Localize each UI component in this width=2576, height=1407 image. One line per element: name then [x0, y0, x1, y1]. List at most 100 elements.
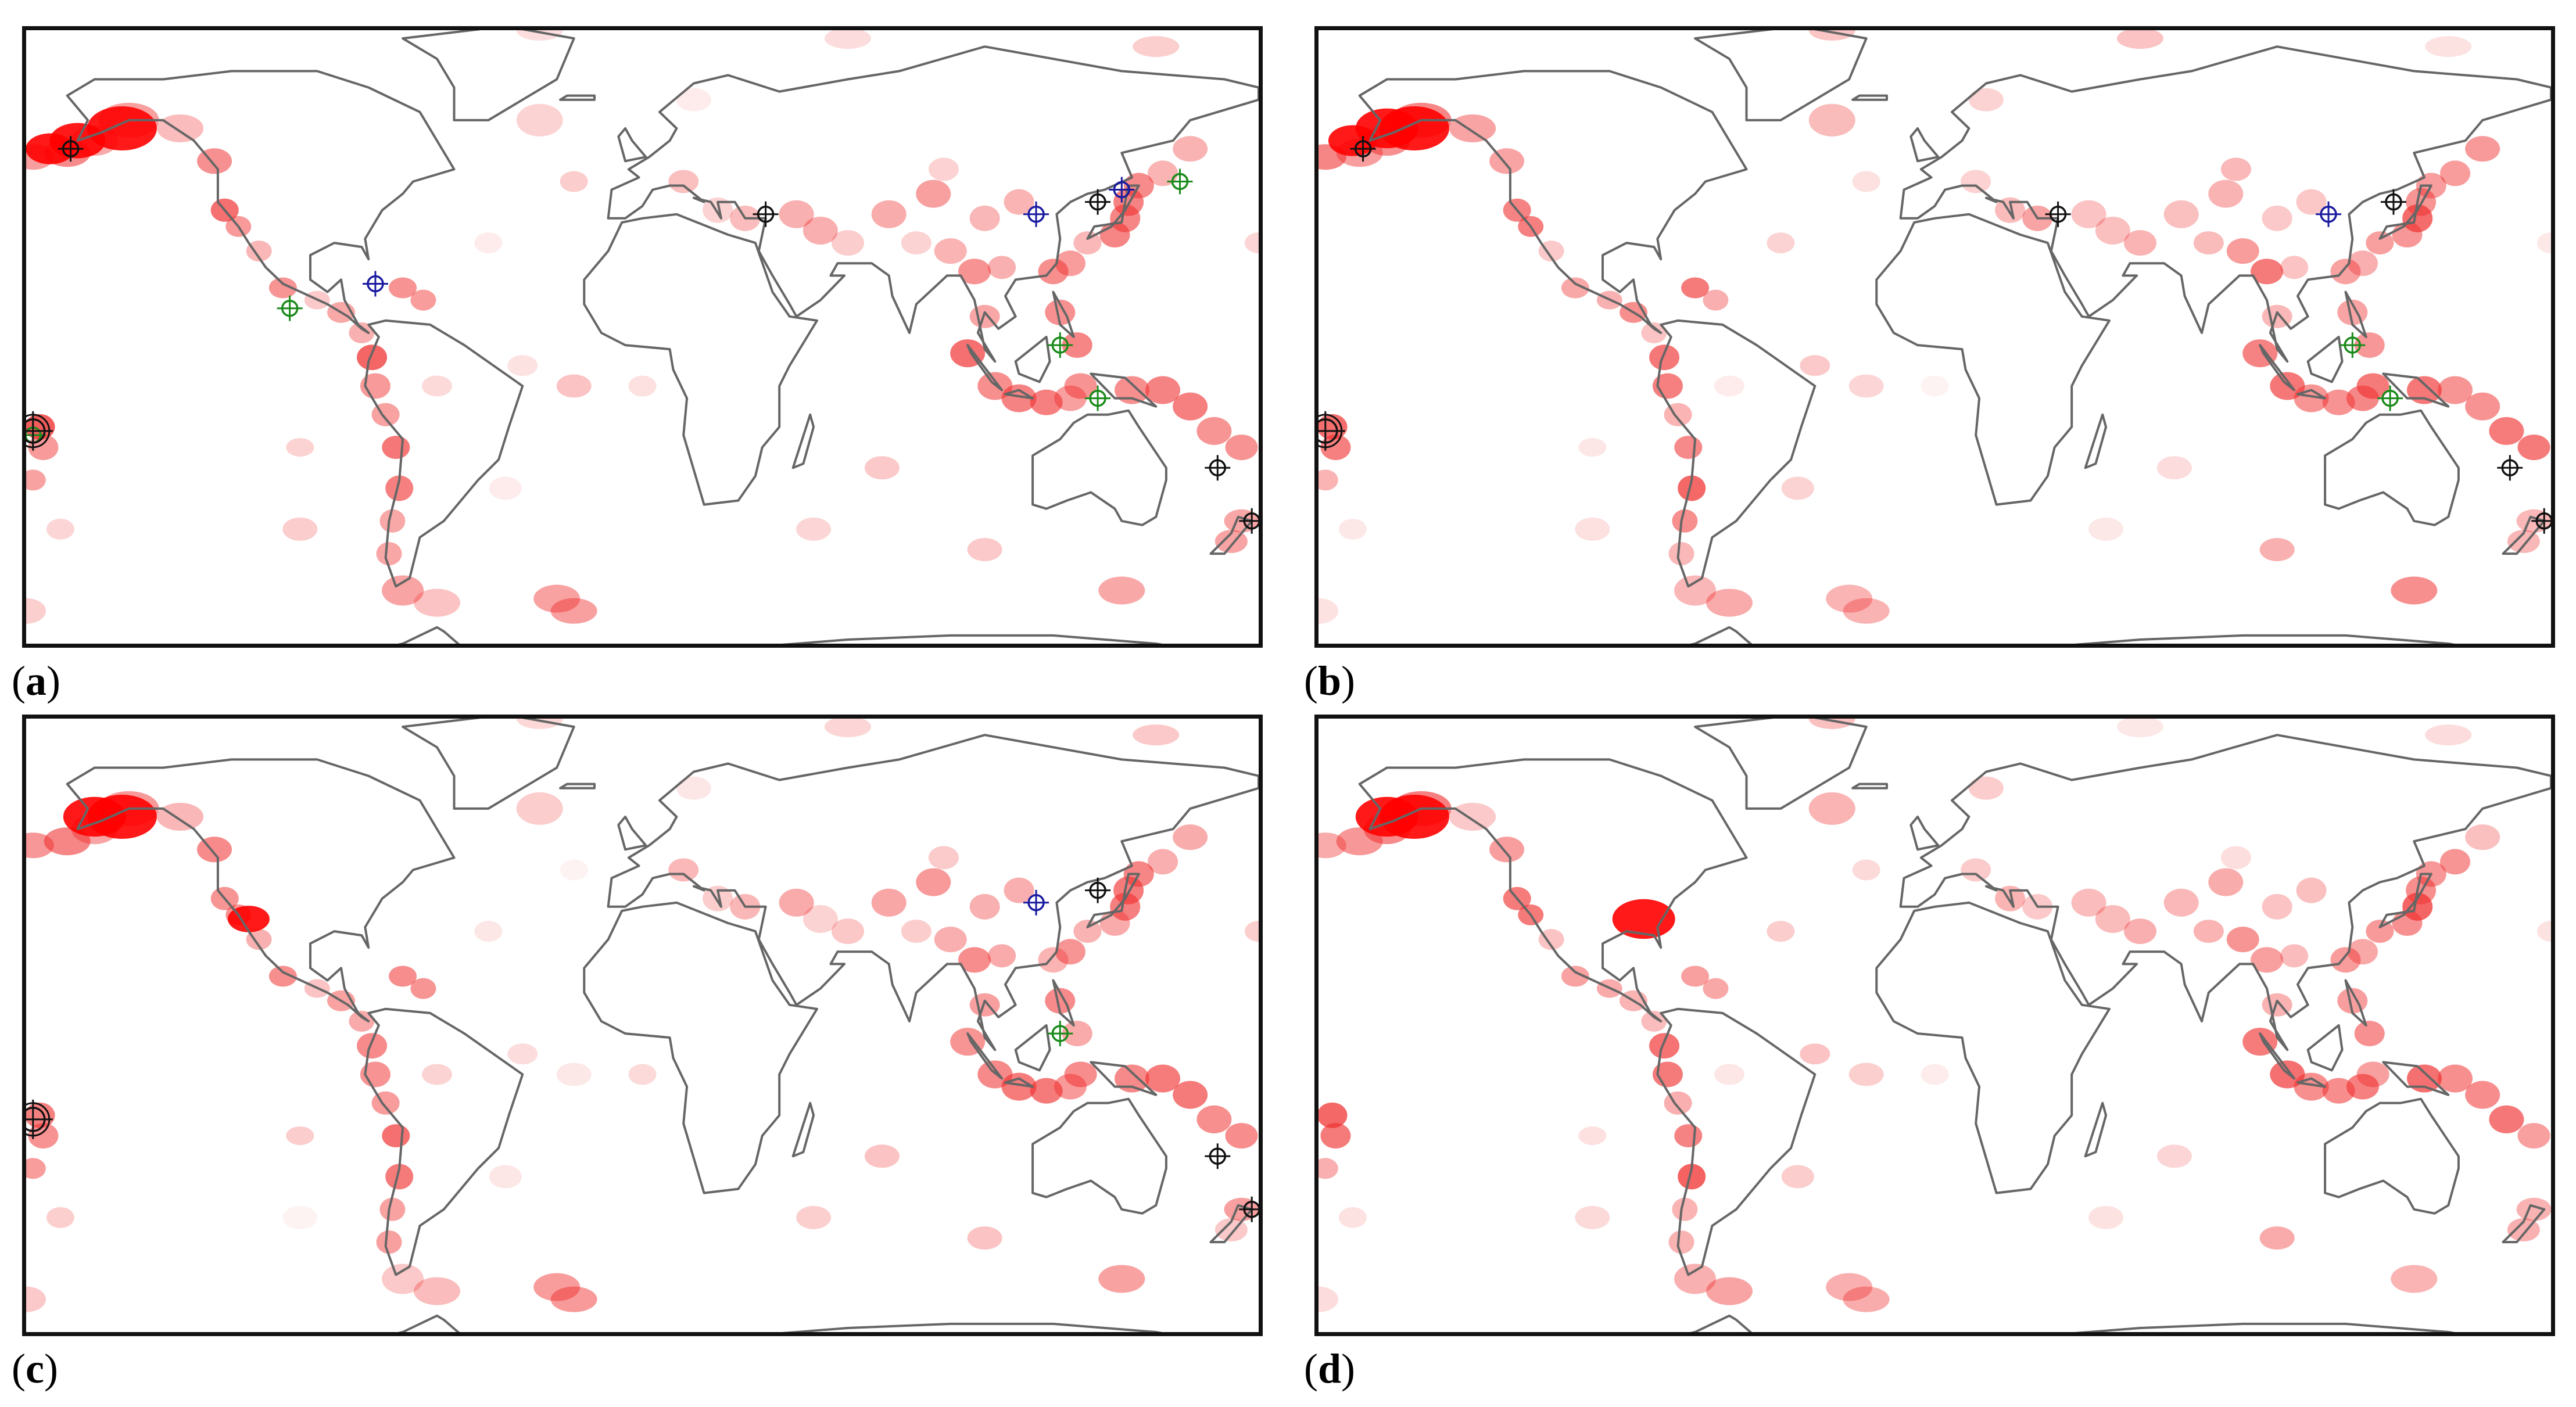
event-ellipse	[379, 509, 406, 533]
event-ellipse	[628, 375, 657, 397]
event-ellipse	[901, 920, 931, 943]
crosshair-marker	[1205, 455, 1231, 481]
event-ellipse	[371, 403, 400, 426]
panel-a	[22, 26, 1263, 648]
event-ellipse	[1038, 259, 1069, 285]
caption-a: (a)	[12, 658, 60, 704]
coastline	[1851, 94, 1888, 101]
event-ellipse	[376, 542, 402, 566]
map-svg	[26, 719, 1259, 1332]
event-ellipse	[1319, 1158, 1338, 1179]
event-ellipse	[2071, 888, 2106, 917]
event-ellipse	[2124, 230, 2156, 256]
event-ellipse	[28, 435, 59, 461]
crosshair-marker	[1047, 332, 1073, 358]
event-ellipse	[1767, 232, 1795, 254]
event-ellipse	[2425, 36, 2472, 58]
event-ellipse	[2294, 1072, 2329, 1101]
map-frame	[22, 26, 1263, 648]
coastline	[2259, 1032, 2296, 1080]
event-layer	[1319, 30, 2551, 624]
event-ellipse	[371, 1091, 400, 1115]
event-ellipse	[26, 1158, 46, 1179]
event-ellipse	[1995, 885, 2026, 911]
crosshair-marker	[2497, 455, 2523, 481]
event-ellipse	[1338, 518, 1367, 540]
map-frame	[1314, 26, 2555, 648]
event-ellipse	[1678, 475, 1706, 501]
map-svg	[1319, 30, 2551, 644]
event-ellipse	[1319, 1286, 1338, 1312]
coastline	[2382, 372, 2450, 408]
event-ellipse	[988, 256, 1016, 279]
coastline	[2324, 1097, 2460, 1215]
coastline	[607, 45, 1259, 363]
event-ellipse	[2516, 1197, 2551, 1221]
event-ellipse	[1641, 1010, 1667, 1032]
event-ellipse	[1004, 877, 1034, 903]
event-ellipse	[1664, 403, 1692, 426]
event-ellipse	[379, 1197, 406, 1221]
event-ellipse	[2262, 205, 2292, 231]
event-ellipse	[533, 1273, 581, 1301]
event-ellipse	[1681, 277, 1710, 299]
event-ellipse	[1173, 1081, 1208, 1109]
event-ellipse	[26, 469, 46, 491]
event-ellipse	[1148, 160, 1178, 186]
event-ellipse	[967, 538, 1002, 562]
event-ellipse	[2440, 160, 2471, 186]
event-ellipse	[382, 1124, 410, 1148]
event-ellipse	[2250, 259, 2283, 285]
crosshair-marker	[277, 295, 303, 321]
event-ellipse	[2356, 373, 2389, 399]
crosshair-marker	[58, 136, 84, 162]
event-ellipse	[1115, 376, 1150, 404]
marker-layer	[1319, 136, 2551, 534]
event-ellipse	[916, 180, 951, 208]
event-ellipse	[2407, 1064, 2442, 1093]
crosshair-marker	[1167, 168, 1193, 195]
event-ellipse	[516, 719, 563, 729]
coastline	[791, 413, 815, 469]
event-ellipse	[516, 792, 563, 825]
event-ellipse	[44, 827, 91, 856]
event-ellipse	[1852, 171, 1880, 192]
event-ellipse	[1055, 939, 1085, 965]
coastline	[1031, 409, 1167, 526]
event-ellipse	[1338, 1207, 1367, 1228]
coastline	[2378, 873, 2432, 928]
event-ellipse	[282, 1205, 318, 1229]
event-ellipse	[796, 517, 832, 541]
coastline	[1851, 783, 1888, 789]
event-ellipse	[2465, 1081, 2500, 1109]
event-ellipse	[1800, 355, 1830, 376]
map-frame	[22, 715, 1263, 1336]
event-ellipse	[1808, 103, 1855, 137]
event-ellipse	[1319, 469, 1338, 491]
event-ellipse	[382, 1264, 424, 1294]
event-ellipse	[2071, 200, 2106, 228]
event-ellipse	[916, 868, 951, 896]
event-ellipse	[1668, 542, 1694, 566]
event-ellipse	[1706, 1277, 1753, 1305]
event-ellipse	[1319, 598, 1338, 624]
event-ellipse	[382, 436, 410, 460]
coastline	[559, 94, 596, 101]
event-ellipse	[1961, 170, 1991, 193]
event-ellipse	[560, 171, 588, 192]
event-ellipse	[1038, 947, 1069, 973]
crosshair-marker	[2377, 385, 2403, 411]
event-ellipse	[1781, 476, 1814, 500]
event-ellipse	[1561, 965, 1589, 987]
caption-d: (d)	[1304, 1345, 1356, 1392]
event-ellipse	[1001, 384, 1037, 412]
event-ellipse	[1843, 1286, 1890, 1312]
event-ellipse	[1706, 588, 1753, 617]
event-ellipse	[2117, 30, 2163, 49]
coastline	[1086, 873, 1140, 928]
coastline	[1090, 1061, 1158, 1096]
event-ellipse	[1714, 1064, 1744, 1085]
event-ellipse	[1561, 277, 1589, 299]
event-ellipse	[1578, 1126, 1607, 1146]
event-ellipse	[988, 944, 1016, 968]
